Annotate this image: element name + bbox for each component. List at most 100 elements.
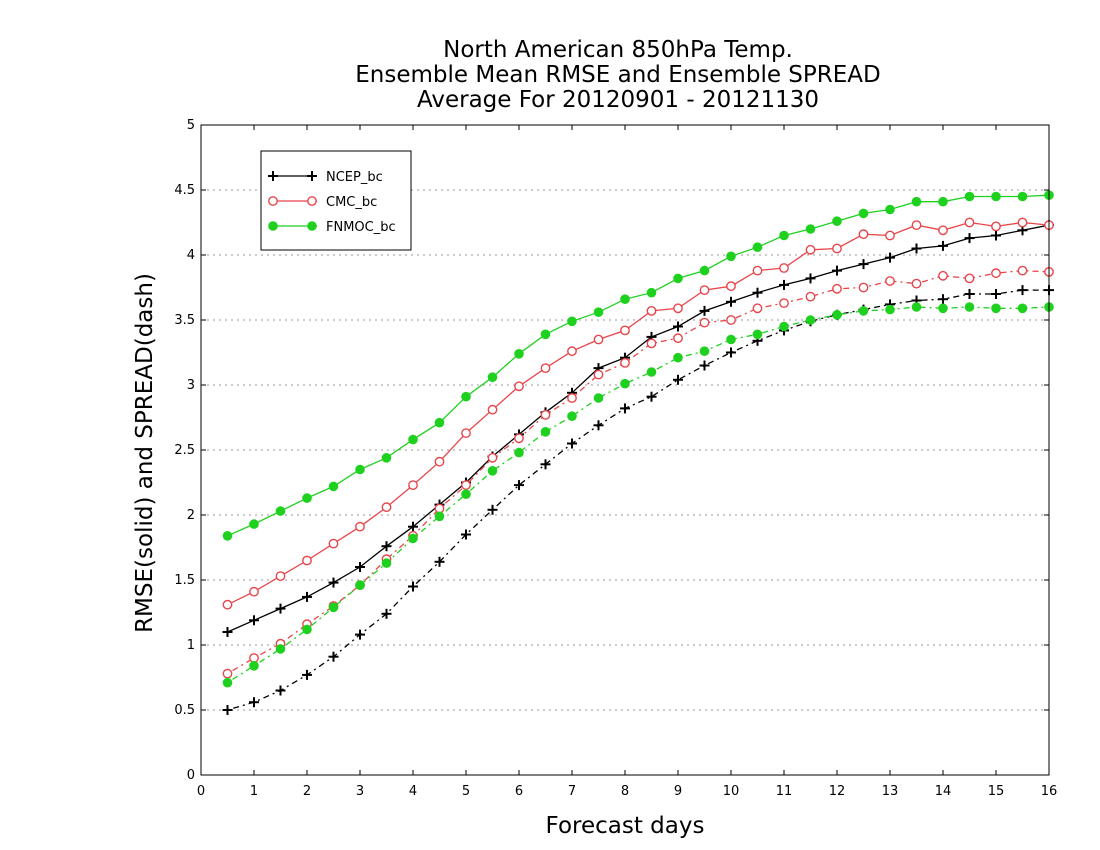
ncep-bc-spread-point (699, 360, 710, 371)
legend-label-cmc-bc: CMC_bc (326, 195, 377, 210)
fnmoc-bc-spread-line (227, 306, 1050, 684)
ncep-bc-rmse-point (673, 321, 683, 332)
ncep-bc-spread-point (991, 289, 1001, 299)
fnmoc-bc-spread-point (567, 411, 577, 422)
fnmoc-bc-rmse-point (302, 493, 312, 503)
fnmoc-bc-spread-point (964, 302, 975, 312)
x-tick-label: 6 (515, 784, 523, 799)
legend-marker-left-fnmoc-bc (268, 221, 278, 231)
fnmoc-bc-rmse-point (249, 519, 259, 529)
cmc-bc-spread-point (222, 668, 233, 679)
x-tick-label: 14 (935, 784, 952, 799)
cmc-bc-rmse-line (227, 221, 1050, 606)
fnmoc-bc-spread-point (752, 329, 763, 340)
plot-series (222, 190, 1054, 715)
fnmoc-bc-rmse-point (673, 273, 683, 284)
cmc-bc-rmse-point (514, 381, 524, 392)
fnmoc-bc-spread-point (302, 624, 312, 635)
cmc-bc-rmse-point (858, 229, 869, 240)
x-tick-label: 8 (621, 784, 629, 799)
ncep-bc-rmse-point (752, 287, 763, 298)
fnmoc-bc-spread-point (832, 310, 842, 320)
fnmoc-bc-rmse-point (275, 506, 286, 516)
fnmoc-bc-spread-point (858, 306, 869, 316)
ncep-bc-rmse-point (991, 230, 1001, 241)
ncep-bc-rmse-point (964, 233, 975, 244)
ncep-bc-spread-point (1017, 285, 1028, 296)
fnmoc-bc-rmse-point (461, 391, 471, 402)
cmc-bc-rmse-point (911, 220, 922, 231)
ncep-bc-spread-point (646, 391, 657, 402)
ncep-bc-spread-point (302, 669, 312, 680)
cmc-bc-spread-point (540, 409, 551, 420)
cmc-bc-spread-point (779, 298, 789, 308)
fnmoc-bc-rmse-point (620, 294, 630, 305)
fnmoc-bc-spread-point (991, 303, 1001, 314)
x-axis-label: Forecast days (546, 813, 705, 839)
fnmoc-bc-spread-point (1017, 303, 1028, 314)
fnmoc-bc-spread-point (328, 602, 339, 613)
cmc-bc-spread-point (461, 480, 471, 490)
ncep-bc-rmse-point (805, 273, 816, 284)
fnmoc-bc-rmse-point (408, 434, 418, 445)
ncep-bc-spread-point (487, 504, 498, 515)
fnmoc-bc-rmse-point (540, 329, 551, 340)
y-tick-label: 4 (187, 248, 195, 263)
cmc-bc-spread-point (805, 291, 816, 302)
ncep-bc-spread-point (593, 420, 604, 431)
ncep-bc-rmse-point (249, 615, 259, 626)
fnmoc-bc-rmse-point (514, 349, 524, 359)
cmc-bc-spread-point (911, 278, 922, 289)
cmc-bc-rmse-point (964, 217, 975, 228)
fnmoc-bc-rmse-point (938, 196, 948, 207)
ncep-bc-spread-point (673, 374, 683, 385)
cmc-bc-spread-point (699, 317, 710, 328)
cmc-bc-rmse-point (779, 263, 789, 273)
legend-marker-left-cmc-bc (268, 196, 278, 206)
cmc-bc-rmse-point (991, 221, 1001, 232)
fnmoc-bc-rmse-point (779, 230, 789, 241)
fnmoc-bc-rmse-point (726, 251, 736, 262)
fnmoc-bc-rmse-point (222, 531, 233, 541)
cmc-bc-rmse-point (434, 456, 445, 467)
ncep-bc-rmse-point (408, 521, 418, 532)
ncep-bc-rmse-point (222, 627, 233, 637)
y-tick-label: 0.5 (174, 703, 195, 718)
ncep-bc-spread-point (275, 685, 286, 696)
cmc-bc-spread-point (434, 503, 445, 514)
fnmoc-bc-spread-point (805, 315, 816, 325)
fnmoc-bc-rmse-point (567, 316, 577, 327)
cmc-bc-spread-point (567, 393, 577, 403)
fnmoc-bc-rmse-point (328, 481, 339, 492)
legend-marker-right-fnmoc-bc (307, 221, 317, 231)
x-tick-label: 16 (1041, 784, 1058, 799)
ncep-bc-spread-point (249, 697, 259, 708)
cmc-bc-spread-point (752, 303, 763, 314)
fnmoc-bc-rmse-point (964, 191, 975, 202)
y-tick-label: 2 (187, 508, 195, 523)
ncep-bc-spread-point (514, 480, 524, 491)
fnmoc-bc-spread-point (593, 393, 604, 403)
fnmoc-bc-spread-point (249, 661, 259, 671)
axes: 00.511.522.533.544.550 1 2 3 4 5 6 7 8 9 10 11 12 13 1… (174, 118, 1057, 799)
x-tick-label: 0 (197, 784, 205, 799)
ncep-bc-rmse-point (832, 265, 842, 276)
chart-title-line-1: North American 850hPa Temp. (443, 37, 793, 63)
fnmoc-bc-rmse-point (1017, 191, 1028, 202)
fnmoc-bc-rmse-point (699, 265, 710, 276)
x-tick-label: 5 (462, 784, 470, 799)
y-tick-label: 1.5 (174, 573, 195, 588)
cmc-bc-spread-point (991, 268, 1001, 279)
chart-title-line-3: Average For 20120901 - 20121130 (417, 87, 819, 113)
cmc-bc-rmse-point (726, 281, 736, 292)
fnmoc-bc-rmse-point (991, 191, 1001, 202)
fnmoc-bc-rmse-point (487, 372, 498, 383)
x-tick-label: 2 (303, 784, 311, 799)
ncep-bc-spread-point (567, 438, 577, 449)
fnmoc-bc-spread-point (540, 427, 551, 437)
x-tick-label: 9 (674, 784, 682, 799)
y-tick-label: 0 (187, 768, 195, 783)
ncep-bc-spread-point (938, 294, 948, 305)
ncep-bc-rmse-point (328, 577, 339, 588)
ncep-bc-spread-point (964, 289, 975, 299)
